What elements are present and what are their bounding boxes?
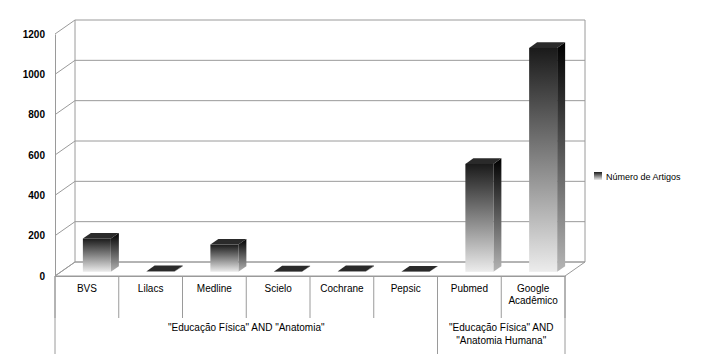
legend: Número de Artigos	[594, 172, 681, 182]
bar-side	[493, 158, 501, 271]
category-separator	[246, 276, 247, 318]
x-tick-label-line: Google	[517, 283, 550, 294]
bar-front	[83, 239, 111, 272]
bar-top	[529, 42, 565, 48]
y-tick-label: 0	[39, 271, 45, 282]
chart: 0 200 400 600 800 1000 1200 BVS Lilacs Medline Sci…	[0, 0, 718, 354]
x-tick-label: Pepsic	[391, 283, 421, 294]
x-tick: Pubmed	[451, 276, 488, 294]
bar	[83, 233, 119, 272]
bar-top	[338, 266, 374, 272]
bar-front	[465, 164, 493, 272]
x-tick: GoogleAcadêmico	[508, 276, 558, 306]
bar-front	[402, 271, 430, 272]
grid-line	[55, 222, 585, 236]
bar	[402, 266, 438, 272]
x-tick-label: Cochrane	[320, 283, 364, 294]
bar-front	[529, 48, 557, 272]
bar-front	[210, 245, 238, 272]
y-tick-label: 200	[28, 230, 45, 241]
x-tick-label: Scielo	[265, 283, 293, 294]
x-tick: BVS	[77, 276, 97, 294]
y-tick: 1000	[23, 69, 55, 80]
x-tick: Cochrane	[320, 276, 364, 294]
x-tick: Scielo	[265, 276, 293, 294]
x-tick-label-line: Acadêmico	[508, 295, 558, 306]
x-tick-label: BVS	[77, 283, 97, 294]
grid-line	[55, 20, 585, 34]
bar-front	[147, 271, 175, 273]
category-separator	[310, 276, 311, 318]
y-tick: 800	[28, 109, 55, 120]
y-tick-label: 800	[28, 109, 45, 120]
x-tick-label: Pubmed	[451, 283, 488, 294]
grid-line	[55, 181, 585, 195]
bar-top	[465, 158, 501, 164]
x-tick: Lilacs	[138, 276, 164, 294]
y-tick-label: 400	[28, 190, 45, 201]
group-separator	[437, 276, 438, 354]
bar-top	[274, 266, 310, 272]
category-separator	[501, 276, 502, 318]
y-tick: 200	[28, 230, 55, 241]
floor	[55, 262, 585, 276]
y-axis: 0 200 400 600 800 1000 1200	[23, 29, 56, 282]
group-separator	[565, 276, 566, 354]
grid	[55, 20, 585, 276]
grid-line	[55, 60, 585, 74]
y-tick-label: 1000	[23, 69, 46, 80]
category-table	[55, 276, 565, 318]
y-tick: 400	[28, 190, 55, 201]
grid-line	[55, 262, 585, 276]
y-tick: 600	[28, 150, 55, 161]
bar-side	[238, 239, 246, 272]
x-tick: Medline	[197, 276, 232, 294]
bar	[465, 158, 501, 271]
bar-top	[210, 239, 246, 245]
bar-top	[147, 266, 183, 272]
category-groups: "Educação Física" AND "Anatomia" "Educaçã…	[55, 276, 565, 354]
bar-side	[111, 233, 119, 272]
y-tick-label: 600	[28, 150, 45, 161]
group-label: "Anatomia Humana"	[456, 335, 546, 346]
bar	[147, 266, 183, 272]
grid-line	[55, 141, 585, 155]
category-separator	[118, 276, 119, 318]
x-tick-label: Medline	[197, 283, 232, 294]
grid-line	[55, 101, 585, 115]
legend-label: Número de Artigos	[606, 172, 681, 182]
category-separator	[373, 276, 374, 318]
bar	[529, 42, 565, 271]
bar-side	[557, 42, 565, 271]
y-tick: 1200	[23, 29, 55, 40]
group-label: "Educação Física" AND	[449, 322, 553, 333]
bar	[210, 239, 246, 272]
bar	[274, 266, 310, 272]
x-tick-label: Lilacs	[138, 283, 164, 294]
y-tick-label: 1200	[23, 29, 46, 40]
category-separator	[182, 276, 183, 318]
group-separator	[437, 276, 438, 354]
bars	[83, 42, 565, 271]
legend-swatch	[594, 172, 602, 180]
bar-top	[402, 266, 438, 272]
x-tick-label: GoogleAcadêmico	[508, 283, 558, 306]
group-label: "Educação Física" AND "Anatomia"	[168, 322, 325, 333]
bar-front	[274, 271, 302, 272]
y-axis-line	[55, 35, 56, 277]
bar-front	[338, 271, 366, 273]
group-separator	[55, 276, 56, 354]
x-tick: Pepsic	[391, 276, 421, 294]
bar	[338, 266, 374, 272]
y-tick: 0	[39, 271, 55, 282]
bar-top	[83, 233, 119, 239]
plot-frame	[55, 20, 585, 276]
